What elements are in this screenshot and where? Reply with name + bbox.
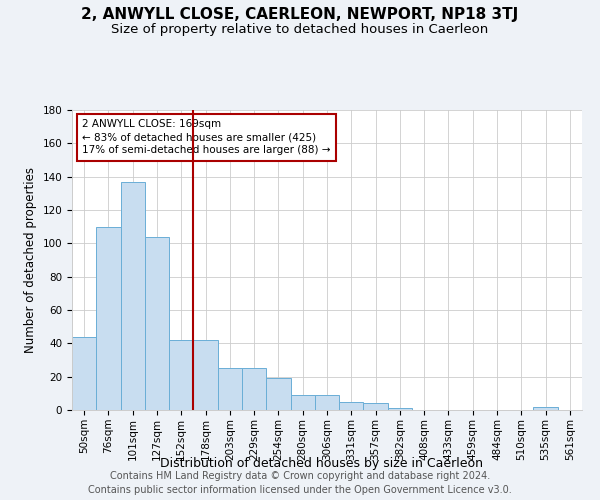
Text: Contains HM Land Registry data © Crown copyright and database right 2024.
Contai: Contains HM Land Registry data © Crown c…	[88, 471, 512, 495]
Bar	[218, 368, 242, 410]
Text: Distribution of detached houses by size in Caerleon: Distribution of detached houses by size …	[160, 458, 482, 470]
Y-axis label: Number of detached properties: Number of detached properties	[24, 167, 37, 353]
Text: 2 ANWYLL CLOSE: 169sqm
← 83% of detached houses are smaller (425)
17% of semi-de: 2 ANWYLL CLOSE: 169sqm ← 83% of detached…	[82, 119, 331, 156]
Bar	[193, 340, 218, 410]
Bar	[242, 368, 266, 410]
Bar	[290, 395, 315, 410]
Text: Size of property relative to detached houses in Caerleon: Size of property relative to detached ho…	[112, 22, 488, 36]
Bar	[388, 408, 412, 410]
Bar	[266, 378, 290, 410]
Bar	[96, 226, 121, 410]
Bar	[145, 236, 169, 410]
Bar	[315, 395, 339, 410]
Bar	[339, 402, 364, 410]
Bar	[364, 404, 388, 410]
Bar	[72, 336, 96, 410]
Bar	[169, 340, 193, 410]
Bar	[533, 406, 558, 410]
Bar	[121, 182, 145, 410]
Text: 2, ANWYLL CLOSE, CAERLEON, NEWPORT, NP18 3TJ: 2, ANWYLL CLOSE, CAERLEON, NEWPORT, NP18…	[82, 8, 518, 22]
